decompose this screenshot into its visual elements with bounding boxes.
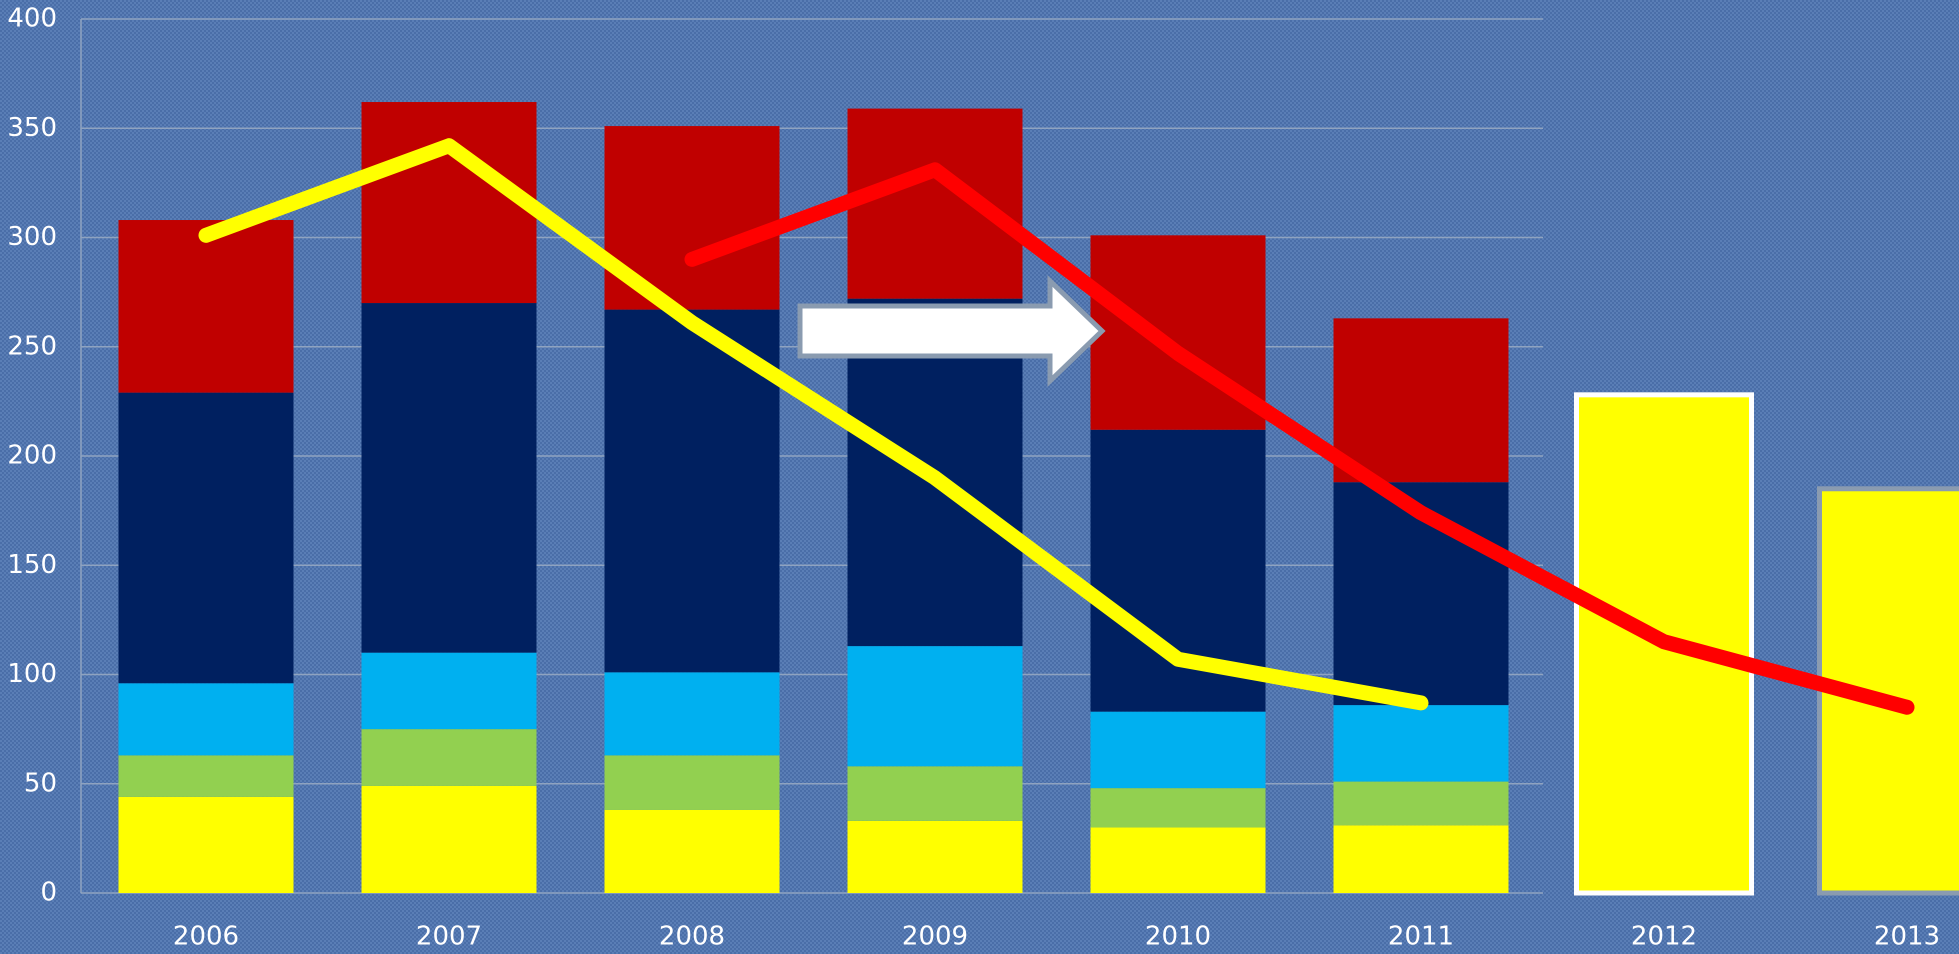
bar bbox=[118, 392, 294, 684]
bar bbox=[604, 672, 780, 756]
x-tick-label: 2007 bbox=[416, 922, 482, 952]
bar bbox=[361, 303, 537, 653]
bar bbox=[1333, 318, 1509, 483]
bar bbox=[118, 220, 294, 393]
bar bbox=[1090, 788, 1266, 828]
x-tick-label: 2009 bbox=[902, 922, 968, 952]
bar bbox=[118, 796, 294, 893]
bar bbox=[361, 652, 537, 730]
bar bbox=[1333, 705, 1509, 782]
lines bbox=[198, 138, 1915, 715]
bar bbox=[604, 755, 780, 810]
bar bbox=[1333, 781, 1509, 826]
y-tick-label: 250 bbox=[7, 331, 57, 361]
x-tick-label: 2011 bbox=[1388, 922, 1454, 952]
bar bbox=[1817, 486, 1959, 896]
x-tick-label: 2013 bbox=[1874, 922, 1940, 952]
x-tick-label: 2008 bbox=[659, 922, 725, 952]
bar bbox=[847, 820, 1023, 893]
bar bbox=[604, 809, 780, 893]
x-tick-label: 2012 bbox=[1631, 922, 1697, 952]
bar bbox=[1090, 827, 1266, 893]
y-tick-label: 150 bbox=[7, 550, 57, 580]
line bbox=[684, 162, 1915, 715]
bar bbox=[361, 729, 537, 786]
x-tick-label: 2006 bbox=[173, 922, 239, 952]
y-tick-label: 200 bbox=[7, 441, 57, 471]
x-tick-label: 2010 bbox=[1145, 922, 1211, 952]
bar bbox=[1333, 825, 1509, 893]
bar bbox=[604, 309, 780, 673]
y-tick-label: 50 bbox=[24, 768, 57, 798]
labels: 0 50 100 150 200 250 300 350 400 2006 2007 2008 2009… bbox=[7, 4, 1940, 952]
bar bbox=[118, 755, 294, 797]
y-tick-label: 100 bbox=[7, 659, 57, 689]
arrow bbox=[797, 275, 1106, 387]
bar bbox=[118, 683, 294, 756]
y-tick-label: 0 bbox=[40, 878, 57, 908]
y-tick-label: 350 bbox=[7, 113, 57, 143]
bar bbox=[361, 785, 537, 893]
bar bbox=[1090, 711, 1266, 789]
y-tick-label: 300 bbox=[7, 222, 57, 252]
bar bbox=[847, 646, 1023, 767]
bar bbox=[847, 108, 1023, 299]
bars bbox=[118, 102, 1959, 896]
y-tick-label: 400 bbox=[7, 4, 57, 34]
bar bbox=[361, 102, 537, 304]
line bbox=[198, 138, 1429, 711]
bar bbox=[847, 766, 1023, 821]
